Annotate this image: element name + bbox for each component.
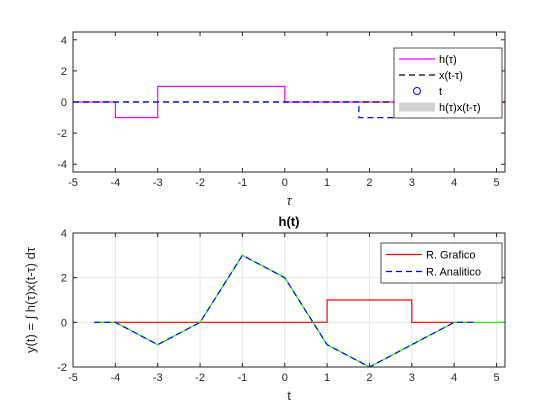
x-tick-label: 3 (409, 177, 415, 189)
legend-swatch-h(τ)x(t-τ) (399, 102, 435, 112)
x-tick-label: 2 (366, 177, 372, 189)
legend-marker-t (413, 87, 421, 95)
x-axis-label: τ (287, 193, 293, 208)
y-tick-label: -4 (57, 159, 67, 171)
x-tick-label: 5 (493, 372, 499, 384)
y-tick-label: 2 (61, 273, 67, 285)
legend-label: h(τ)x(t-τ) (439, 102, 481, 114)
x-tick-label: -4 (110, 177, 120, 189)
x-tick-label: 1 (324, 177, 330, 189)
legend-label: h(τ) (439, 54, 457, 66)
x-tick-label: -3 (153, 177, 163, 189)
x-tick-label: 5 (493, 177, 499, 189)
x-tick-label: -1 (238, 372, 248, 384)
x-tick-label: 4 (451, 177, 457, 189)
x-tick-label: 2 (366, 372, 372, 384)
x-tick-label: 1 (324, 372, 330, 384)
y-tick-label: 4 (61, 228, 67, 240)
y-axis-label: y(t) = ∫ h(τ)x(t-τ) dτ (23, 246, 38, 353)
x-axis-label: t (287, 388, 291, 403)
chart-2: -5 -4 -3 -2 -1 0 1 2 3 4 5 -2 0 2 4 h(t) t y(t) = ∫ h(τ)x… (23, 214, 506, 403)
axes-box (72, 31, 506, 173)
x-tick-label: 3 (409, 372, 415, 384)
x-tick-label: -4 (110, 372, 120, 384)
x-tick-label: -1 (238, 177, 248, 189)
legend-label: t (439, 86, 442, 98)
series-line-R. Grafico (94, 299, 476, 323)
y-tick-label: 0 (61, 97, 67, 109)
y-tick-label: 0 (61, 317, 67, 329)
axes-box (72, 232, 506, 368)
legend-label: x(t-τ) (439, 70, 463, 82)
legend: R. Grafico R. Analitico (380, 242, 503, 284)
x-tick-label: -2 (195, 372, 205, 384)
x-tick-label: -3 (153, 372, 163, 384)
chart-1: -5 -4 -3 -2 -1 0 1 2 3 4 5-4-2024τh(τ)x(t-τ)th(τ)x… (57, 31, 506, 208)
y-tick-label: -2 (57, 128, 67, 140)
x-tick-label: -2 (195, 177, 205, 189)
chart-title: h(t) (279, 214, 300, 229)
y-tick-label: 2 (61, 66, 67, 78)
series-line-R. Analitico (94, 254, 476, 368)
legend-label: R. Analitico (426, 267, 481, 279)
x-tick-label: 4 (451, 372, 457, 384)
x-tick-label: 0 (282, 177, 288, 189)
x-tick-label: -5 (68, 372, 78, 384)
x-tick-label: -5 (68, 177, 78, 189)
y-tick-label: 4 (61, 35, 67, 47)
x-tick-label: 0 (282, 372, 288, 384)
y-tick-label: -2 (57, 362, 67, 374)
legend-label: R. Grafico (426, 250, 476, 262)
legend-box (380, 242, 503, 284)
legend: h(τ)x(t-τ)th(τ)x(t-τ) (393, 47, 503, 119)
